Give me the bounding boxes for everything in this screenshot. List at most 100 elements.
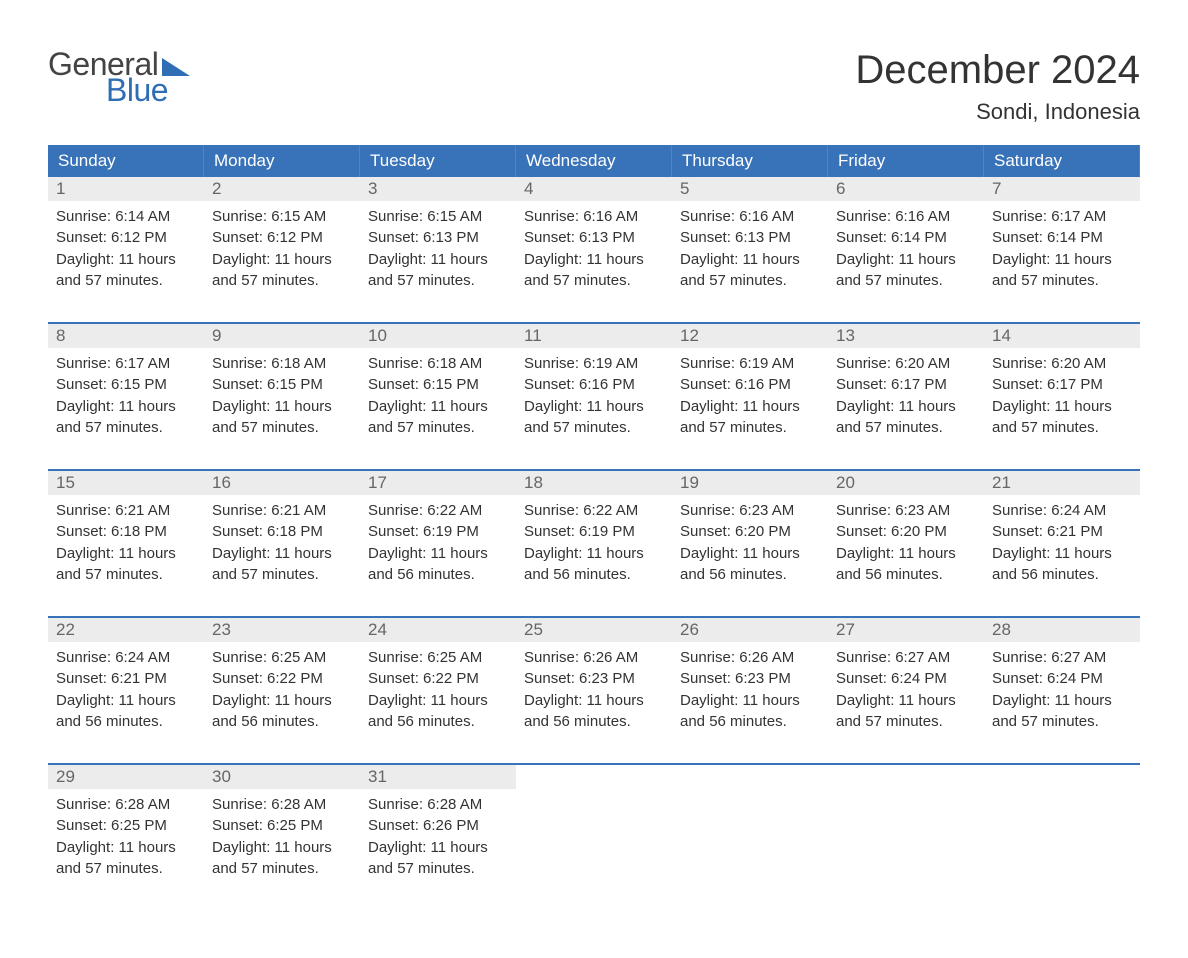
sunset-line: Sunset: 6:24 PM [992, 669, 1132, 689]
daylight-line-1: Daylight: 11 hours [368, 691, 508, 711]
day-number: 10 [360, 324, 516, 348]
month-title: December 2024 [855, 48, 1140, 93]
weekday-header: Monday [204, 145, 360, 177]
calendar-cell: 7Sunrise: 6:17 AMSunset: 6:14 PMDaylight… [984, 177, 1140, 296]
calendar-cell: 15Sunrise: 6:21 AMSunset: 6:18 PMDayligh… [48, 471, 204, 590]
sunrise-line: Sunrise: 6:20 AM [836, 354, 976, 374]
day-number: 8 [48, 324, 204, 348]
day-info: Sunrise: 6:17 AMSunset: 6:15 PMDaylight:… [48, 348, 204, 443]
sunrise-line: Sunrise: 6:26 AM [680, 648, 820, 668]
calendar-cell: 12Sunrise: 6:19 AMSunset: 6:16 PMDayligh… [672, 324, 828, 443]
weekday-header: Tuesday [360, 145, 516, 177]
daylight-line-1: Daylight: 11 hours [368, 250, 508, 270]
sunrise-line: Sunrise: 6:19 AM [524, 354, 664, 374]
day-info: Sunrise: 6:27 AMSunset: 6:24 PMDaylight:… [984, 642, 1140, 737]
daylight-line-1: Daylight: 11 hours [56, 691, 196, 711]
daylight-line-2: and 57 minutes. [368, 271, 508, 291]
sunset-line: Sunset: 6:20 PM [680, 522, 820, 542]
daylight-line-2: and 56 minutes. [368, 712, 508, 732]
daylight-line-1: Daylight: 11 hours [56, 397, 196, 417]
day-number: 18 [516, 471, 672, 495]
calendar-cell: 13Sunrise: 6:20 AMSunset: 6:17 PMDayligh… [828, 324, 984, 443]
daylight-line-1: Daylight: 11 hours [524, 397, 664, 417]
day-info: Sunrise: 6:15 AMSunset: 6:13 PMDaylight:… [360, 201, 516, 296]
weekday-header: Wednesday [516, 145, 672, 177]
calendar-cell: 9Sunrise: 6:18 AMSunset: 6:15 PMDaylight… [204, 324, 360, 443]
sunset-line: Sunset: 6:23 PM [524, 669, 664, 689]
daylight-line-2: and 57 minutes. [836, 418, 976, 438]
daylight-line-1: Daylight: 11 hours [212, 544, 352, 564]
day-number: 7 [984, 177, 1140, 201]
day-info: Sunrise: 6:28 AMSunset: 6:25 PMDaylight:… [48, 789, 204, 884]
daylight-line-2: and 57 minutes. [680, 271, 820, 291]
calendar-cell-empty [984, 765, 1140, 884]
sunset-line: Sunset: 6:23 PM [680, 669, 820, 689]
daylight-line-1: Daylight: 11 hours [368, 838, 508, 858]
sunrise-line: Sunrise: 6:27 AM [836, 648, 976, 668]
daylight-line-2: and 57 minutes. [212, 565, 352, 585]
day-info: Sunrise: 6:19 AMSunset: 6:16 PMDaylight:… [516, 348, 672, 443]
weekday-header: Friday [828, 145, 984, 177]
calendar-cell: 30Sunrise: 6:28 AMSunset: 6:25 PMDayligh… [204, 765, 360, 884]
day-number: 12 [672, 324, 828, 348]
daylight-line-1: Daylight: 11 hours [212, 838, 352, 858]
daylight-line-1: Daylight: 11 hours [680, 544, 820, 564]
day-number: 17 [360, 471, 516, 495]
day-number: 27 [828, 618, 984, 642]
day-info: Sunrise: 6:16 AMSunset: 6:13 PMDaylight:… [516, 201, 672, 296]
calendar-cell: 3Sunrise: 6:15 AMSunset: 6:13 PMDaylight… [360, 177, 516, 296]
sunset-line: Sunset: 6:18 PM [212, 522, 352, 542]
day-number: 25 [516, 618, 672, 642]
sunrise-line: Sunrise: 6:25 AM [212, 648, 352, 668]
day-info: Sunrise: 6:16 AMSunset: 6:13 PMDaylight:… [672, 201, 828, 296]
daylight-line-1: Daylight: 11 hours [524, 250, 664, 270]
daylight-line-1: Daylight: 11 hours [524, 691, 664, 711]
calendar-cell: 31Sunrise: 6:28 AMSunset: 6:26 PMDayligh… [360, 765, 516, 884]
daylight-line-1: Daylight: 11 hours [368, 397, 508, 417]
daylight-line-2: and 57 minutes. [992, 271, 1132, 291]
calendar-cell: 10Sunrise: 6:18 AMSunset: 6:15 PMDayligh… [360, 324, 516, 443]
calendar-cell: 27Sunrise: 6:27 AMSunset: 6:24 PMDayligh… [828, 618, 984, 737]
daylight-line-2: and 56 minutes. [680, 565, 820, 585]
daylight-line-2: and 56 minutes. [368, 565, 508, 585]
calendar-cell: 4Sunrise: 6:16 AMSunset: 6:13 PMDaylight… [516, 177, 672, 296]
calendar-cell: 24Sunrise: 6:25 AMSunset: 6:22 PMDayligh… [360, 618, 516, 737]
daylight-line-1: Daylight: 11 hours [56, 838, 196, 858]
day-number: 26 [672, 618, 828, 642]
day-info: Sunrise: 6:28 AMSunset: 6:26 PMDaylight:… [360, 789, 516, 884]
day-number: 16 [204, 471, 360, 495]
daylight-line-1: Daylight: 11 hours [836, 544, 976, 564]
sunset-line: Sunset: 6:14 PM [992, 228, 1132, 248]
day-info: Sunrise: 6:20 AMSunset: 6:17 PMDaylight:… [828, 348, 984, 443]
daylight-line-1: Daylight: 11 hours [212, 691, 352, 711]
calendar-cell: 28Sunrise: 6:27 AMSunset: 6:24 PMDayligh… [984, 618, 1140, 737]
day-info: Sunrise: 6:18 AMSunset: 6:15 PMDaylight:… [360, 348, 516, 443]
sunset-line: Sunset: 6:26 PM [368, 816, 508, 836]
sunrise-line: Sunrise: 6:26 AM [524, 648, 664, 668]
day-info: Sunrise: 6:24 AMSunset: 6:21 PMDaylight:… [48, 642, 204, 737]
sunset-line: Sunset: 6:25 PM [56, 816, 196, 836]
sunset-line: Sunset: 6:21 PM [992, 522, 1132, 542]
calendar-cell-empty [828, 765, 984, 884]
day-number: 28 [984, 618, 1140, 642]
sunrise-line: Sunrise: 6:17 AM [56, 354, 196, 374]
day-info: Sunrise: 6:16 AMSunset: 6:14 PMDaylight:… [828, 201, 984, 296]
day-number: 4 [516, 177, 672, 201]
weekday-header: Saturday [984, 145, 1140, 177]
day-number: 19 [672, 471, 828, 495]
sunset-line: Sunset: 6:16 PM [524, 375, 664, 395]
sunset-line: Sunset: 6:18 PM [56, 522, 196, 542]
daylight-line-1: Daylight: 11 hours [992, 397, 1132, 417]
day-number: 1 [48, 177, 204, 201]
day-info: Sunrise: 6:20 AMSunset: 6:17 PMDaylight:… [984, 348, 1140, 443]
sunrise-line: Sunrise: 6:28 AM [56, 795, 196, 815]
sunset-line: Sunset: 6:13 PM [524, 228, 664, 248]
sunrise-line: Sunrise: 6:23 AM [836, 501, 976, 521]
daylight-line-2: and 57 minutes. [524, 418, 664, 438]
sunrise-line: Sunrise: 6:17 AM [992, 207, 1132, 227]
sunset-line: Sunset: 6:12 PM [212, 228, 352, 248]
calendar: Sunday Monday Tuesday Wednesday Thursday… [48, 145, 1140, 884]
sunrise-line: Sunrise: 6:16 AM [524, 207, 664, 227]
day-number: 11 [516, 324, 672, 348]
daylight-line-2: and 57 minutes. [212, 418, 352, 438]
